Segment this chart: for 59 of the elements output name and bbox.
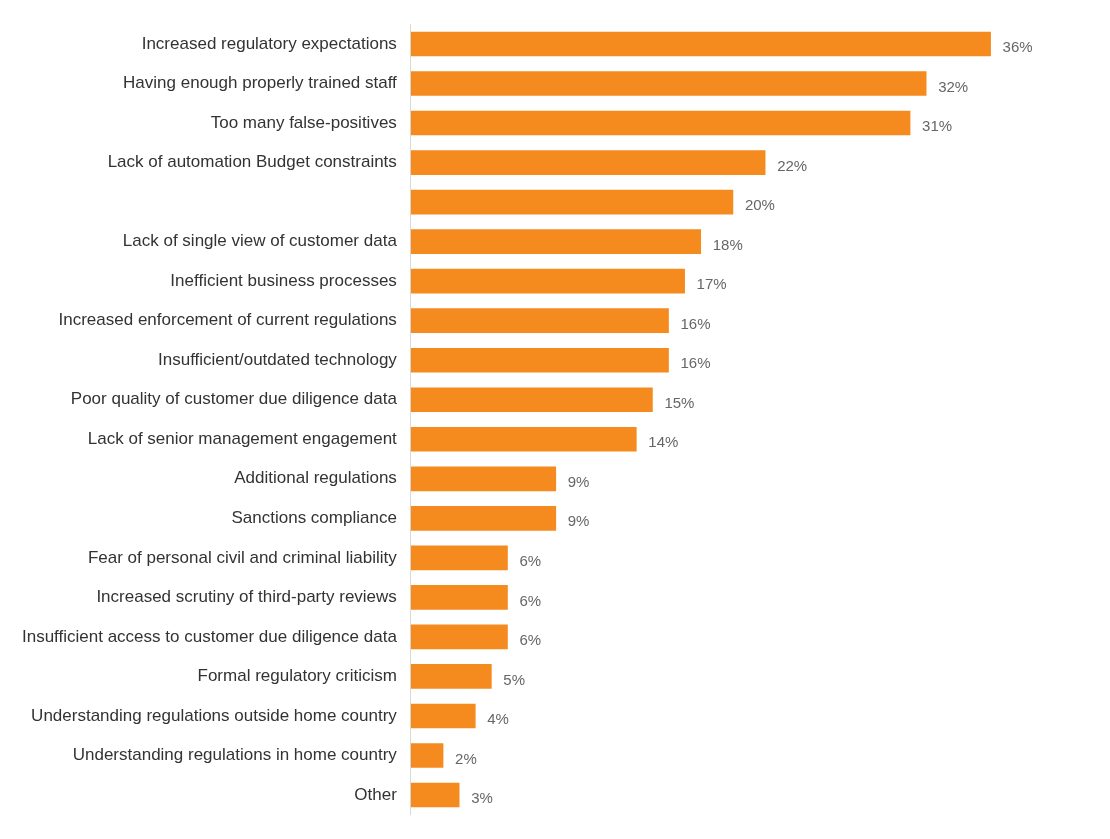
- data-label: 16%: [680, 314, 711, 332]
- bar: [410, 743, 444, 768]
- y-tick-label: Poor quality of customer due diligence data: [70, 389, 398, 409]
- bar: [410, 31, 991, 57]
- y-tick-label: Fear of personal civil and criminal liability: [87, 547, 398, 567]
- bar: [410, 664, 492, 689]
- bar: [410, 782, 460, 808]
- bar: [410, 585, 508, 610]
- bar: [410, 624, 508, 650]
- bar: [410, 387, 653, 413]
- bar: [410, 426, 637, 452]
- bar: [410, 703, 476, 729]
- data-label: 6%: [519, 552, 542, 569]
- data-label: 14%: [648, 433, 679, 451]
- bar: [410, 110, 911, 136]
- data-label: 9%: [567, 472, 590, 490]
- bar: [410, 506, 557, 531]
- data-label: 3%: [471, 789, 493, 807]
- data-label: 2%: [455, 749, 477, 767]
- y-tick-label: Sanctions compliance: [231, 508, 397, 528]
- y-tick-label: Additional regulations: [234, 468, 397, 488]
- data-label: 6%: [519, 631, 542, 649]
- y-tick-label: Lack of automation Budget constraints: [107, 152, 397, 172]
- bar: [410, 71, 927, 96]
- bar: [410, 466, 557, 492]
- data-label: 9%: [567, 512, 590, 530]
- y-tick-label: Understanding regulations outside home country: [31, 705, 398, 725]
- y-tick-label: Lack of senior management engagement: [87, 428, 398, 448]
- data-label: 36%: [1002, 38, 1033, 56]
- bar: [410, 545, 508, 571]
- bar: [410, 268, 685, 294]
- y-tick-label: Inefficient business processes: [170, 270, 397, 290]
- data-label: 18%: [712, 235, 743, 253]
- data-label: 16%: [680, 354, 711, 372]
- y-tick-label: Increased enforcement of current regulations: [58, 310, 397, 330]
- y-tick-label: Other: [354, 784, 398, 804]
- y-tick-label: Understanding regulations in home country: [72, 745, 398, 765]
- y-tick-label: Lack of single view of customer data: [122, 231, 398, 251]
- y-tick-label: Too many false-positives: [210, 112, 397, 132]
- data-label: 4%: [487, 710, 509, 728]
- y-tick-label: Insufficient/outdated technology: [158, 349, 398, 369]
- y-tick-label: Increased scrutiny of third-party reviews: [96, 587, 397, 607]
- data-label: 32%: [938, 77, 969, 95]
- data-label: 31%: [922, 117, 953, 135]
- data-label: 17%: [696, 275, 727, 293]
- y-tick-label: Having enough properly trained staff: [123, 73, 398, 93]
- bar: [410, 150, 766, 175]
- bar: [410, 347, 669, 373]
- y-tick-label: Insufficient access to customer due diligence data: [21, 626, 398, 646]
- data-label: 5%: [503, 670, 526, 688]
- bar: [410, 229, 702, 254]
- data-label: 6%: [519, 591, 542, 609]
- y-tick-label: Formal regulatory criticism: [197, 666, 397, 686]
- data-label: 22%: [777, 156, 808, 174]
- data-label: 20%: [744, 196, 775, 214]
- bar: [410, 189, 734, 215]
- bar: [410, 308, 669, 334]
- y-tick-label: Increased regulatory expectations: [141, 33, 397, 53]
- data-label: 15%: [664, 393, 695, 411]
